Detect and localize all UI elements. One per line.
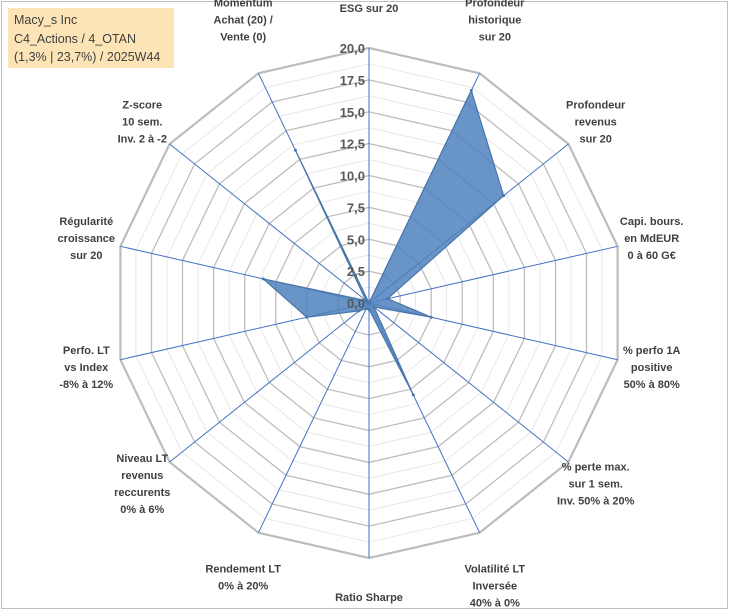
- axis-spoke: [368, 302, 569, 463]
- axis-label: Ratio Sharpe0 à 1: [335, 592, 403, 610]
- info-box: Macy_s Inc C4_Actions / 4_OTAN (1,3% | 2…: [8, 8, 174, 68]
- data-point: [386, 297, 390, 301]
- axis-label-line: % perte max.: [562, 461, 630, 473]
- axis-spoke: [169, 143, 370, 304]
- axis-label-line: Inv. 50% à 20%: [557, 495, 635, 507]
- data-point: [357, 309, 361, 313]
- axis-label: Perfo. LT vs Index -8% à 12%: [59, 345, 113, 391]
- axis-label-line: sur 20: [70, 250, 102, 262]
- axis-spoke: [169, 302, 370, 463]
- tick-label: 10,0: [340, 169, 365, 184]
- tick-label: 0,0: [347, 296, 365, 311]
- axis-label-line: Capi. bours.: [620, 216, 684, 228]
- company-name: Macy_s Inc: [14, 13, 78, 27]
- axis-label-line: Inversée: [472, 580, 517, 592]
- axis-label-line: Inv. 2 à -2: [118, 134, 167, 146]
- tick-label: 5,0: [347, 232, 365, 247]
- axis-label-line: revenus: [575, 117, 617, 129]
- data-point: [411, 393, 415, 397]
- data-point: [469, 89, 473, 92]
- axis-label-line: Perfo. LT: [63, 345, 110, 357]
- data-point: [293, 148, 297, 152]
- axis-label: Profondeur historique sur 20: [465, 0, 525, 44]
- data-point: [367, 307, 371, 311]
- axis-label-line: vs Index: [64, 362, 109, 374]
- data-point: [364, 299, 368, 303]
- axis-label-line: sur 20: [479, 32, 511, 44]
- tick-label: 7,5: [347, 200, 365, 215]
- axis-label-line: Ratio Sharpe: [335, 592, 403, 604]
- axis-label-line: Profondeur: [465, 0, 525, 10]
- axis-label-line: historique: [468, 15, 521, 27]
- axis-label-line: sur 1 sem.: [568, 478, 622, 490]
- axis-label-line: 0 à 60 G€: [628, 250, 676, 262]
- axis-labels: NoteESG sur 20 Profondeur historique sur 20…: [58, 0, 684, 610]
- axis-label: Z-score 10 sem. Inv. 2 à -2: [118, 100, 167, 146]
- axis-label-line: 10 sem.: [122, 117, 162, 129]
- axis-label-line: Achat (20) /: [214, 15, 273, 27]
- axis-label: NoteESG sur 20: [340, 0, 399, 15]
- axis-label-line: Niveau LT: [116, 453, 168, 465]
- axis-label-line: Momentum: [214, 0, 273, 10]
- data-point: [372, 305, 376, 309]
- tick-label: 12,5: [340, 137, 365, 152]
- data-point: [502, 194, 506, 198]
- axis-label-line: reccurents: [114, 487, 170, 499]
- axis-label-line: 0% à 6%: [120, 504, 164, 516]
- data-point: [367, 301, 371, 305]
- axis-label: % perfo 1A positive 50% à 80%: [623, 345, 681, 391]
- axis-label-line: Profondeur: [566, 100, 626, 112]
- axis-label: Volatilité LT Inversée 40% à 0%: [464, 563, 525, 609]
- axis-label: Niveau LT revenus reccurents 0% à 6%: [114, 453, 170, 516]
- axis-label: Capi. bours. en MdEUR 0 à 60 G€: [620, 216, 684, 262]
- axis-spoke: [368, 245, 618, 304]
- data-point: [429, 315, 433, 319]
- axis-label-line: ESG sur 20: [340, 3, 399, 15]
- axis-spoke: [257, 302, 370, 533]
- stats-period: (1,3% | 23,7%) / 2025W44: [14, 50, 161, 64]
- tick-label: 15,0: [340, 105, 365, 120]
- radial-tick-labels: 0,0 2,5 5,0 7,5 10,0 12,5 15,0 17,5 20,0: [340, 41, 365, 311]
- axis-label-line: Rendement LT: [205, 563, 281, 575]
- axis-label-line: Volatilité LT: [464, 563, 525, 575]
- portfolio-name: C4_Actions / 4_OTAN: [14, 31, 137, 46]
- axis-label: % perte max. sur 1 sem. Inv. 50% à 20%: [557, 461, 635, 507]
- axis-label: Régularité croissance sur 20: [58, 216, 115, 262]
- axis-label: Rendement LT 0% à 20%: [205, 563, 281, 592]
- data-point: [261, 277, 265, 281]
- axis-label-line: revenus: [121, 470, 163, 482]
- axis-label-line: Vente (0): [220, 32, 266, 44]
- axis-label-line: positive: [631, 362, 673, 374]
- data-point: [305, 315, 309, 319]
- axis-label-line: 0% à 20%: [218, 580, 268, 592]
- axis-label-line: 50% à 80%: [624, 379, 680, 391]
- axis-label-line: croissance: [58, 233, 115, 245]
- axis-label: Profondeur revenus sur 20: [566, 100, 626, 146]
- axis-label-line: % perfo 1A: [623, 345, 681, 357]
- axis-label: Momentum Achat (20) / Vente (0): [214, 0, 273, 44]
- tick-label: 17,5: [340, 73, 365, 88]
- axis-label-line: -8% à 12%: [59, 379, 113, 391]
- axis-label-line: en MdEUR: [624, 233, 679, 245]
- axis-label-line: Z-score: [122, 100, 162, 112]
- data-point: [364, 307, 368, 311]
- data-series: [261, 88, 506, 397]
- axis-label-line: 40% à 0%: [470, 597, 520, 609]
- axis-label-line: Régularité: [59, 216, 113, 228]
- tick-label: 2,5: [347, 264, 365, 279]
- axis-label-line: sur 20: [579, 134, 611, 146]
- tick-label: 20,0: [340, 41, 365, 56]
